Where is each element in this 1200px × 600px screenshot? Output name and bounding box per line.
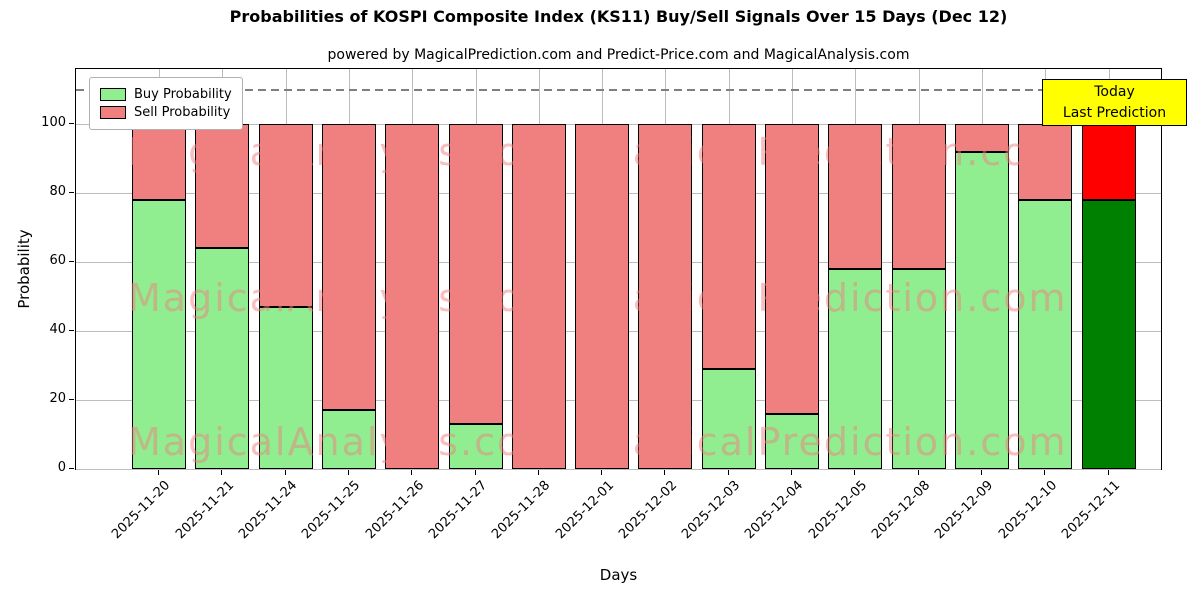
legend: Buy Probability Sell Probability — [89, 77, 243, 130]
bar-segment-sell — [321, 124, 376, 411]
bar-segment-sell — [1081, 124, 1136, 201]
bar-segment-buy — [1081, 200, 1136, 469]
bar-segment-sell — [954, 124, 1009, 152]
y-tick-mark — [69, 261, 74, 263]
y-tick-mark — [69, 468, 74, 469]
y-gridline — [76, 469, 1161, 470]
x-tick-mark — [284, 470, 286, 475]
legend-label-buy: Buy Probability — [134, 87, 232, 102]
bar-segment-buy — [828, 269, 883, 469]
y-tick-label: 0 — [57, 460, 66, 475]
bar-segment-sell — [638, 124, 693, 469]
bar-segment-sell — [195, 124, 250, 249]
bar-segment-buy — [1018, 200, 1073, 469]
x-tick-label-text: 2025-12-08 — [869, 478, 934, 543]
chart-subtitle: powered by MagicalPrediction.com and Pre… — [327, 47, 910, 63]
today-annotation: Today Last Prediction — [1042, 79, 1187, 126]
x-tick-mark — [601, 470, 603, 475]
bar-segment-sell — [701, 124, 756, 369]
y-tick-label: 60 — [49, 253, 66, 269]
x-tick-mark — [791, 470, 792, 475]
x-tick-label-text: 2025-12-09 — [932, 478, 997, 543]
x-tick-label-text: 2025-12-03 — [679, 478, 744, 543]
x-tick-mark — [347, 470, 349, 475]
x-tick-label-text: 2025-11-24 — [236, 478, 301, 543]
x-tick-mark — [980, 470, 982, 475]
bar-segment-sell — [385, 124, 440, 469]
watermark-text: MagicalPrediction.com — [598, 130, 1068, 174]
x-tick-mark — [1107, 470, 1109, 475]
bar-segment-sell — [828, 124, 883, 269]
bar-segment-sell — [575, 124, 630, 469]
y-tick-label: 100 — [41, 115, 66, 131]
bar-segment-sell — [765, 124, 819, 414]
legend-swatch-buy — [100, 88, 126, 101]
x-tick-label-text: 2025-11-21 — [172, 478, 237, 543]
today-annotation-line2: Last Prediction — [1062, 104, 1167, 121]
x-tick-mark — [158, 470, 159, 475]
legend-swatch-sell — [100, 106, 126, 119]
today-annotation-line1: Today — [1094, 83, 1135, 100]
bar-segment-buy — [765, 413, 819, 469]
x-tick-mark — [664, 470, 666, 475]
legend-item-buy: Buy Probability — [100, 87, 232, 102]
y-tick-mark — [69, 192, 74, 194]
bar-segment-sell — [891, 124, 946, 269]
x-tick-label-text: 2025-12-02 — [615, 478, 680, 543]
watermark-text: MagicalAnalysis.com — [128, 130, 562, 174]
bar-segment-buy — [701, 369, 756, 469]
y-tick-mark — [69, 123, 74, 125]
y-tick-label: 80 — [49, 184, 66, 200]
bar-segment-buy — [448, 424, 503, 469]
x-tick-label-text: 2025-12-01 — [552, 478, 617, 543]
x-tick-label-text: 2025-12-11 — [1059, 478, 1124, 543]
bar-segment-buy — [321, 410, 376, 469]
plot-area — [75, 68, 1162, 470]
x-tick-mark — [221, 470, 223, 475]
watermark-text: MagicalPrediction.com — [598, 276, 1068, 320]
x-tick-mark — [411, 470, 413, 475]
y-tick-label: 20 — [49, 391, 66, 407]
x-axis-label: Days — [599, 566, 638, 584]
x-tick-label-text: 2025-11-28 — [489, 478, 554, 543]
bar-segment-buy — [132, 200, 186, 469]
x-tick-label-text: 2025-12-05 — [805, 478, 870, 543]
y-tick-mark — [69, 399, 74, 401]
x-tick-label-text: 2025-11-26 — [362, 478, 427, 543]
watermark-text: MagicalAnalysis.com — [128, 276, 562, 320]
x-tick-mark — [727, 470, 729, 475]
threshold-dashed-line — [76, 88, 1161, 91]
x-tick-mark — [1044, 470, 1046, 475]
y-tick-label: 40 — [49, 322, 66, 338]
legend-item-sell: Sell Probability — [100, 105, 232, 120]
bar-segment-buy — [954, 151, 1009, 469]
bar-segment-sell — [511, 124, 566, 469]
bar-segment-buy — [195, 248, 250, 469]
x-tick-label-text: 2025-11-20 — [109, 478, 174, 543]
bar-segment-buy — [891, 269, 946, 469]
chart-title: Probabilities of KOSPI Composite Index (… — [229, 7, 1008, 26]
bar-segment-buy — [258, 306, 313, 469]
bar-segment-sell — [448, 124, 503, 425]
x-tick-label-text: 2025-12-04 — [742, 478, 807, 543]
bar-segment-sell — [258, 124, 313, 307]
x-tick-label-text: 2025-12-10 — [995, 478, 1060, 543]
watermark-text: MagicalAnalysis.com — [128, 420, 562, 464]
x-tick-label-text: 2025-11-25 — [299, 478, 364, 543]
watermark-text: MagicalPrediction.com — [598, 420, 1068, 464]
x-tick-mark — [474, 470, 476, 475]
legend-label-sell: Sell Probability — [134, 105, 231, 120]
x-tick-mark — [917, 470, 919, 475]
x-tick-mark — [537, 470, 539, 475]
x-tick-label-text: 2025-11-27 — [426, 478, 491, 543]
x-tick-mark — [854, 470, 856, 475]
y-tick-mark — [69, 330, 74, 332]
